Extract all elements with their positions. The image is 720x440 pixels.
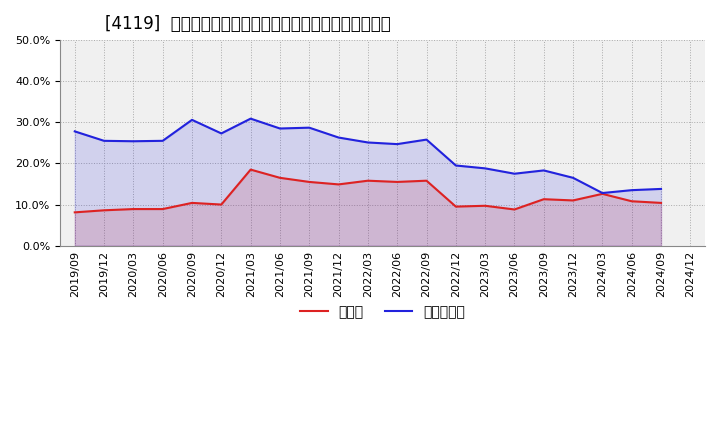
有利子負債 [129,139,138,144]
現預金 [510,207,519,212]
有利子負債 [422,137,431,142]
有利子負債 [334,135,343,140]
現預金 [539,197,548,202]
現預金 [627,198,636,204]
有利子負債 [598,191,607,196]
現預金 [569,198,577,203]
Line: 現預金: 現預金 [75,169,661,213]
現預金 [276,175,284,180]
有利子負債 [71,129,79,134]
現預金 [100,208,109,213]
有利子負債 [627,187,636,193]
有利子負債 [158,138,167,143]
有利子負債 [188,117,197,122]
現預金 [71,210,79,215]
現預金 [334,182,343,187]
有利子負債 [305,125,314,130]
有利子負債 [451,163,460,168]
現預金 [422,178,431,183]
Text: [4119]  現預金、有利子負債の総資産に対する比率の推移: [4119] 現預金、有利子負債の総資産に対する比率の推移 [105,15,391,33]
有利子負債 [364,140,372,145]
現預金 [481,203,490,209]
有利子負債 [539,168,548,173]
現預金 [657,200,665,205]
現預金 [598,191,607,197]
現預金 [305,179,314,184]
現預金 [451,204,460,209]
Legend: 現預金, 有利子負債: 現預金, 有利子負債 [294,300,471,325]
現預金 [246,167,255,172]
現預金 [158,206,167,212]
現預金 [393,179,402,184]
有利子負債 [481,166,490,171]
有利子負債 [510,171,519,176]
有利子負債 [276,126,284,131]
有利子負債 [569,175,577,180]
現預金 [188,200,197,205]
有利子負債 [246,116,255,121]
現預金 [129,206,138,212]
有利子負債 [657,186,665,191]
Line: 有利子負債: 有利子負債 [75,119,661,193]
現預金 [217,202,225,207]
有利子負債 [393,142,402,147]
有利子負債 [217,131,225,136]
現預金 [364,178,372,183]
有利子負債 [100,138,109,143]
